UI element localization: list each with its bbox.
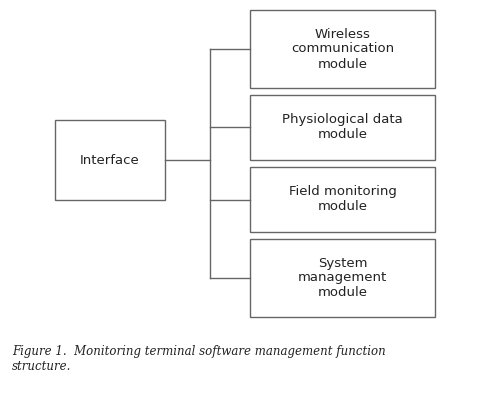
- Text: Interface: Interface: [80, 154, 140, 166]
- Text: Field monitoring
module: Field monitoring module: [289, 185, 396, 214]
- Bar: [250, 239, 435, 317]
- Bar: [55, 120, 165, 200]
- Bar: [250, 95, 435, 160]
- Bar: [250, 167, 435, 232]
- Text: System
management
module: System management module: [298, 256, 387, 299]
- Text: Physiological data
module: Physiological data module: [282, 114, 403, 141]
- Bar: [250, 10, 435, 88]
- Text: Wireless
communication
module: Wireless communication module: [291, 27, 394, 71]
- Text: Figure 1.  Monitoring terminal software management function
structure.: Figure 1. Monitoring terminal software m…: [12, 345, 386, 373]
